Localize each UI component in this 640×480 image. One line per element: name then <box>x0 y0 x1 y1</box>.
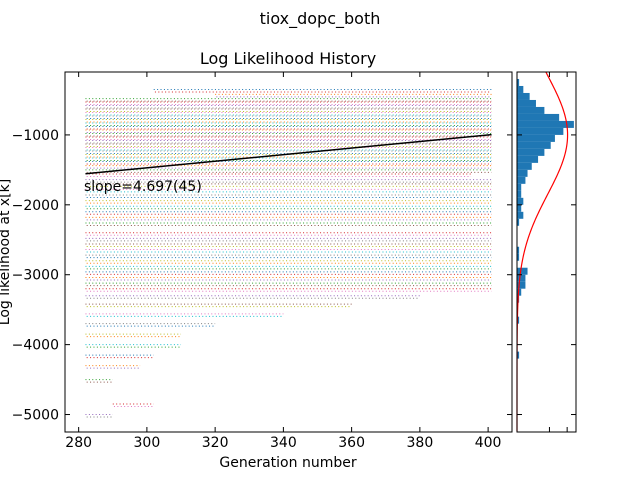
histogram-bar <box>517 197 524 205</box>
y-tick-label: −1000 <box>12 128 59 144</box>
histogram-bar <box>517 190 522 198</box>
histogram-plot <box>516 71 577 433</box>
main-plot: 280 300 320 340 360 380 400 −5000 −4000 −3000 −20… <box>0 71 513 471</box>
histogram-bar <box>517 134 555 142</box>
histogram-ticks <box>517 72 576 432</box>
histogram-bar <box>517 211 524 219</box>
x-tick-label: 380 <box>407 435 434 451</box>
x-tick-label: 300 <box>134 435 161 451</box>
histogram-bar <box>517 155 539 163</box>
x-tick-label: 400 <box>475 435 502 451</box>
histogram-bar <box>517 204 522 212</box>
y-tick-label: −5000 <box>12 408 59 424</box>
trend-line-group <box>85 133 492 175</box>
x-tick-label: 320 <box>202 435 229 451</box>
histogram-bar <box>517 127 564 135</box>
histogram-bar <box>517 176 526 184</box>
histogram-bar <box>517 113 560 121</box>
x-tick-label: 360 <box>338 435 365 451</box>
y-tick-label: −3000 <box>12 268 59 284</box>
histogram-bar <box>517 267 528 275</box>
histogram-bar <box>517 141 551 149</box>
histogram-bar <box>517 85 524 93</box>
histogram-bar <box>517 99 536 107</box>
histogram-bar <box>517 78 520 86</box>
x-axis-ticks: 280 300 320 340 360 380 400 <box>65 72 501 451</box>
x-tick-label: 280 <box>65 435 92 451</box>
histogram-bar <box>517 169 528 177</box>
histogram-bar <box>517 92 530 100</box>
slope-annotation: slope=4.697(45) <box>84 179 202 195</box>
population-points <box>85 88 492 418</box>
histogram-bar <box>517 162 532 170</box>
main-plot-title: Log Likelihood History <box>200 49 376 68</box>
y-axis-ticks: −5000 −4000 −3000 −2000 −1000 <box>12 128 512 424</box>
trend-line <box>85 133 492 175</box>
histogram-bar <box>517 281 526 289</box>
histogram-bar <box>517 246 520 254</box>
histogram-bar <box>517 316 520 324</box>
histogram-bar <box>517 274 526 282</box>
histogram-bar <box>517 120 574 128</box>
histogram-bar <box>517 218 520 226</box>
x-axis-label: Generation number <box>219 455 356 471</box>
histogram-bar <box>517 106 545 114</box>
histogram-bars <box>517 78 574 359</box>
histogram-bar <box>517 351 520 359</box>
y-tick-label: −4000 <box>12 338 59 354</box>
x-tick-label: 340 <box>270 435 297 451</box>
y-axis-label: Log likelihood at x[k] <box>0 179 13 325</box>
histogram-frame <box>516 71 577 433</box>
histogram-bar <box>517 253 520 261</box>
histogram-bar <box>517 148 545 156</box>
main-plot-frame <box>64 71 513 433</box>
histogram-bar <box>517 183 522 191</box>
figure-suptitle: tiox_dopc_both <box>260 9 381 29</box>
y-tick-label: −2000 <box>12 198 59 214</box>
